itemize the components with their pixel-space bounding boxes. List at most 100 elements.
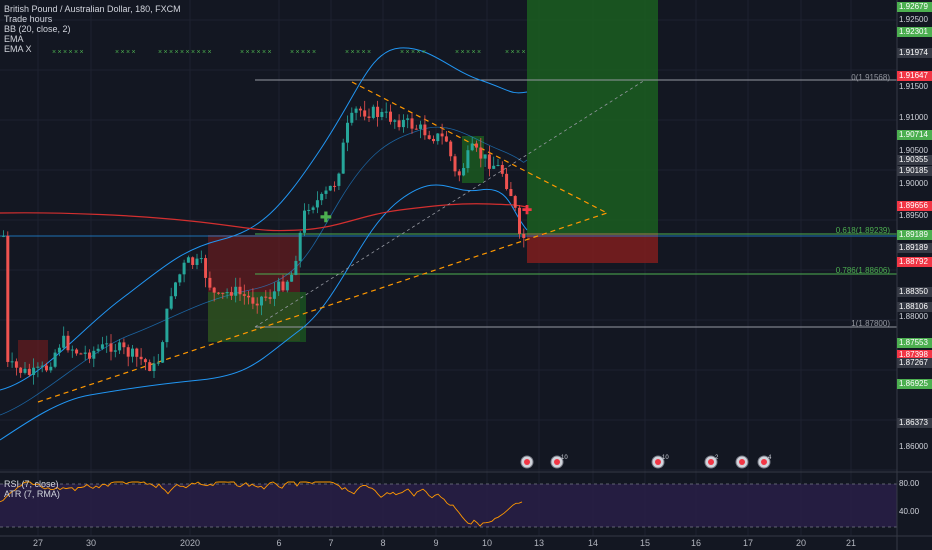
candle-body[interactable]	[122, 342, 126, 348]
candle-body[interactable]	[303, 210, 306, 233]
candle-body[interactable]	[186, 257, 190, 263]
candle-body[interactable]	[346, 122, 349, 143]
candle-body[interactable]	[315, 200, 319, 208]
candle-body[interactable]	[466, 150, 470, 169]
bollinger-upper[interactable]	[0, 47, 528, 391]
candle-body[interactable]	[70, 349, 74, 351]
candle-body[interactable]	[23, 368, 27, 373]
candle-body[interactable]	[419, 124, 423, 129]
bollinger-middle[interactable]	[0, 126, 528, 416]
candle-body[interactable]	[440, 133, 444, 137]
candle-body[interactable]	[522, 233, 526, 238]
candle-body[interactable]	[62, 335, 66, 348]
candle-body[interactable]	[169, 296, 173, 309]
fib-diagonal[interactable]	[254, 79, 646, 328]
candle-body[interactable]	[174, 282, 177, 297]
candle-body[interactable]	[367, 116, 371, 118]
candle-body[interactable]	[350, 112, 354, 123]
candle-body[interactable]	[496, 165, 500, 167]
candle-body[interactable]	[509, 189, 513, 197]
candle-body[interactable]	[492, 165, 496, 169]
candle-body[interactable]	[6, 235, 10, 362]
indicator-atr[interactable]: ATR (7, RMA)	[4, 489, 60, 499]
candle-body[interactable]	[389, 111, 392, 122]
candle-body[interactable]	[500, 165, 504, 174]
candle-body[interactable]	[131, 348, 134, 357]
candle-body[interactable]	[225, 292, 229, 294]
candle-body[interactable]	[83, 352, 87, 354]
candle-body[interactable]	[320, 193, 324, 201]
candle-body[interactable]	[371, 106, 375, 118]
candle-body[interactable]	[191, 257, 195, 265]
candle-body[interactable]	[427, 135, 431, 139]
indicator-ema-x[interactable]: EMA X	[4, 44, 32, 54]
candle-body[interactable]	[479, 147, 483, 159]
loss-zone[interactable]	[527, 233, 658, 263]
candle-body[interactable]	[462, 168, 466, 176]
candle-body[interactable]	[139, 356, 143, 360]
candle-body[interactable]	[453, 156, 457, 172]
candles[interactable]	[2, 100, 526, 385]
candle-body[interactable]	[208, 277, 212, 288]
symbol-title[interactable]: British Pound / Australian Dollar, 180, …	[4, 4, 181, 14]
candle-body[interactable]	[423, 124, 427, 136]
candle-body[interactable]	[272, 291, 276, 299]
candle-body[interactable]	[328, 185, 332, 191]
candle-body[interactable]	[156, 362, 160, 364]
candle-body[interactable]	[449, 141, 453, 157]
candle-body[interactable]	[105, 343, 109, 345]
candle-body[interactable]	[118, 342, 122, 351]
candle-body[interactable]	[113, 350, 117, 352]
bollinger-lower[interactable]	[0, 184, 528, 441]
supply-box-2[interactable]	[18, 340, 48, 368]
descending-trendline[interactable]	[351, 81, 608, 214]
indicator-ema[interactable]: EMA	[4, 34, 24, 44]
candle-body[interactable]	[88, 352, 91, 359]
candle-body[interactable]	[337, 173, 341, 186]
candle-body[interactable]	[475, 143, 478, 148]
candle-body[interactable]	[75, 349, 79, 354]
candle-body[interactable]	[298, 232, 302, 261]
candle-body[interactable]	[221, 292, 225, 294]
candle-body[interactable]	[518, 207, 521, 234]
candle-body[interactable]	[307, 209, 311, 211]
candle-body[interactable]	[264, 296, 268, 298]
candle-body[interactable]	[57, 347, 61, 353]
candle-body[interactable]	[126, 347, 130, 357]
candle-body[interactable]	[178, 274, 182, 283]
candle-body[interactable]	[92, 350, 96, 359]
candle-body[interactable]	[436, 133, 440, 142]
candle-body[interactable]	[311, 207, 315, 210]
candle-body[interactable]	[242, 294, 246, 296]
candle-body[interactable]	[277, 281, 281, 292]
candle-body[interactable]	[414, 128, 418, 130]
candle-body[interactable]	[27, 368, 31, 375]
candle-body[interactable]	[217, 292, 220, 294]
candle-body[interactable]	[285, 281, 289, 291]
candle-body[interactable]	[100, 344, 104, 349]
candle-body[interactable]	[148, 362, 152, 372]
candle-body[interactable]	[40, 365, 44, 367]
candle-body[interactable]	[14, 361, 18, 368]
candle-body[interactable]	[152, 363, 156, 372]
candle-body[interactable]	[66, 335, 70, 351]
candle-body[interactable]	[32, 367, 36, 375]
candle-body[interactable]	[234, 286, 238, 296]
candle-body[interactable]	[199, 258, 203, 260]
candle-body[interactable]	[204, 258, 208, 278]
indicator-bb[interactable]: BB (20, close, 2)	[4, 24, 71, 34]
candle-body[interactable]	[444, 136, 448, 142]
candle-body[interactable]	[358, 108, 362, 111]
candle-body[interactable]	[19, 367, 23, 373]
candle-body[interactable]	[143, 359, 147, 363]
event-badges[interactable]: 10 10 2 4	[520, 455, 772, 469]
candle-body[interactable]	[401, 119, 405, 128]
candle-body[interactable]	[255, 303, 259, 306]
candle-body[interactable]	[290, 274, 294, 282]
candle-body[interactable]	[341, 142, 345, 174]
candle-body[interactable]	[96, 348, 100, 351]
candle-body[interactable]	[410, 118, 414, 129]
candle-body[interactable]	[212, 287, 216, 293]
candle-body[interactable]	[161, 342, 165, 363]
